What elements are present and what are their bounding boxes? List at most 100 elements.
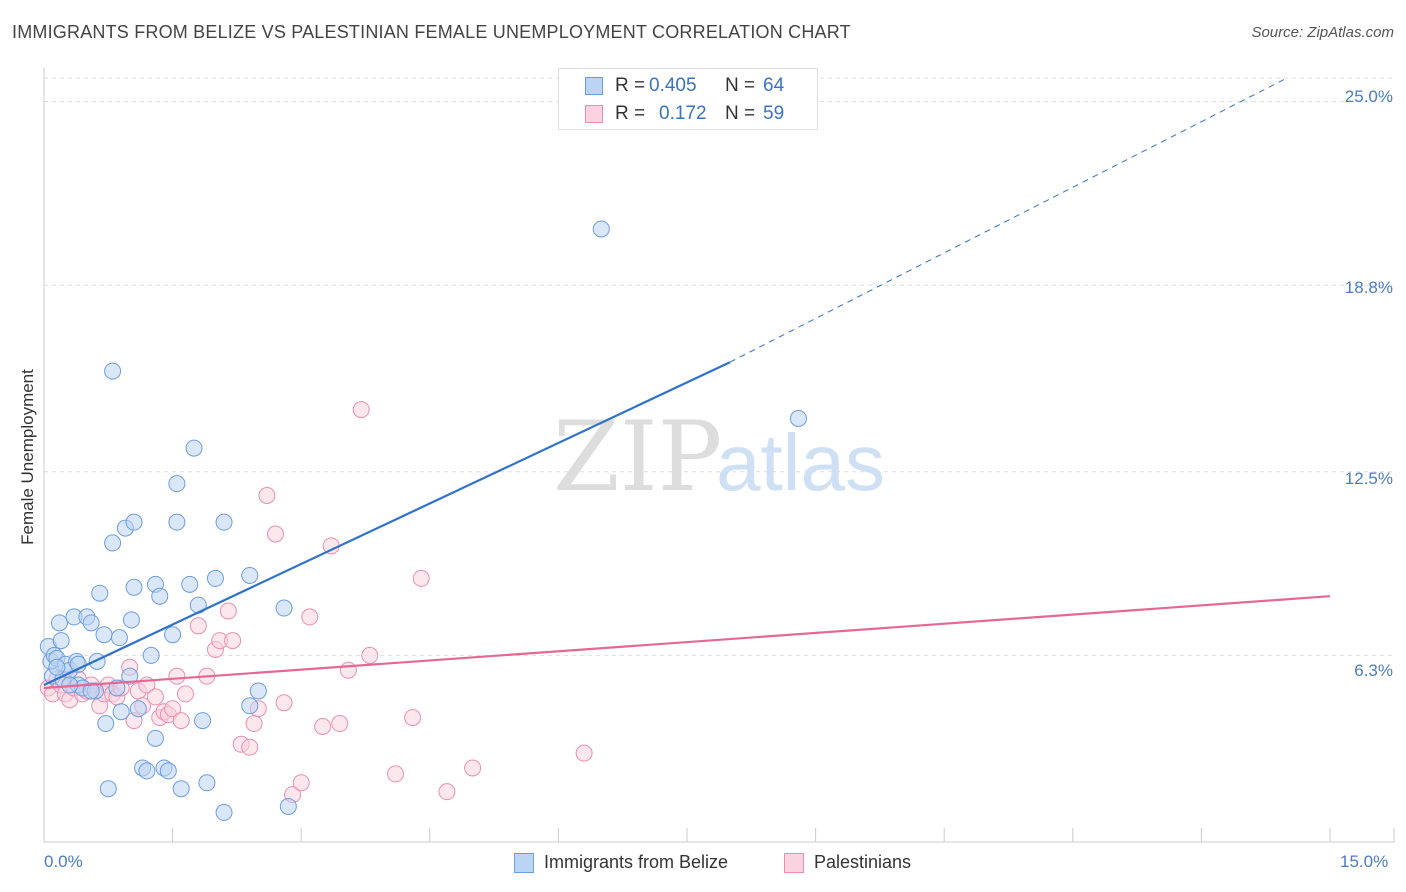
data-point-palestinians <box>575 744 593 762</box>
data-point-belize <box>125 578 143 596</box>
legend-row-palestinians: R = 0.172 N = 59 <box>585 102 784 126</box>
chart-title: IMMIGRANTS FROM BELIZE VS PALESTINIAN FE… <box>12 22 851 42</box>
data-point-belize <box>82 682 100 700</box>
data-point-palestinians <box>189 617 207 635</box>
data-point-belize <box>592 220 610 238</box>
trendline-palestinians <box>43 595 1331 690</box>
bottom-legend-label: Immigrants from Belize <box>544 852 729 872</box>
legend-row-belize: R = 0.405 N = 64 <box>585 74 784 98</box>
data-point-palestinians <box>352 401 370 419</box>
data-point-palestinians <box>241 738 259 756</box>
data-point-palestinians <box>412 569 430 587</box>
data-point-belize <box>198 774 216 792</box>
data-point-belize <box>125 513 143 531</box>
data-point-belize <box>215 513 233 531</box>
bottom-legend-palestinians: Palestinians <box>784 852 911 873</box>
trendline-belize <box>43 361 731 687</box>
legend-r-label: R = <box>615 103 646 124</box>
watermark-atlas: atlas <box>716 418 885 507</box>
data-point-palestinians <box>146 688 164 706</box>
data-point-belize <box>168 513 186 531</box>
data-point-belize <box>50 614 68 632</box>
data-point-belize <box>168 475 186 493</box>
data-point-belize <box>159 762 177 780</box>
data-point-belize <box>215 803 233 821</box>
source-credit: Source: ZipAtlas.com <box>1251 24 1394 41</box>
data-point-belize <box>249 682 267 700</box>
bottom-legend-belize: Immigrants from Belize <box>514 852 728 873</box>
data-point-belize <box>104 534 122 552</box>
data-point-palestinians <box>301 608 319 626</box>
data-point-belize <box>241 566 259 584</box>
data-point-palestinians <box>275 694 293 712</box>
x-tick-label: 15.0% <box>1340 852 1389 871</box>
data-point-palestinians <box>224 632 242 650</box>
data-point-belize <box>172 780 190 798</box>
data-point-belize <box>122 611 140 629</box>
data-point-palestinians <box>176 685 194 703</box>
data-point-belize <box>97 715 115 733</box>
data-point-palestinians <box>404 709 422 727</box>
data-point-belize <box>129 700 147 718</box>
data-point-palestinians <box>168 667 186 685</box>
data-point-palestinians <box>258 487 276 504</box>
data-point-palestinians <box>292 774 310 792</box>
data-point-belize <box>88 652 106 670</box>
data-point-belize <box>95 626 113 644</box>
data-point-palestinians <box>361 646 379 664</box>
data-point-belize <box>138 762 156 780</box>
y-tick-label: 12.5% <box>1344 469 1393 488</box>
bottom-legend-label: Palestinians <box>814 852 912 872</box>
data-point-belize <box>194 712 212 730</box>
bottom-legend-swatch-blue <box>514 852 534 873</box>
legend-n-value: 64 <box>763 75 785 96</box>
data-point-belize <box>151 587 169 605</box>
legend-r-value: 0.405 <box>649 75 697 96</box>
y-tick-label: 6.3% <box>1354 661 1393 680</box>
legend-n-value: 59 <box>763 103 785 124</box>
watermark-zip: ZIP <box>553 401 722 513</box>
data-point-belize <box>279 797 297 815</box>
data-point-palestinians <box>164 700 182 718</box>
x-tick-label: 0.0% <box>44 852 83 871</box>
data-point-belize <box>181 575 199 593</box>
data-point-belize <box>99 780 117 798</box>
data-point-belize <box>185 439 203 457</box>
data-point-belize <box>104 362 122 380</box>
y-tick-label: 18.8% <box>1344 278 1393 297</box>
data-point-belize <box>121 667 139 685</box>
data-point-belize <box>789 410 807 427</box>
data-point-belize <box>275 599 293 617</box>
data-point-belize <box>112 703 130 721</box>
legend-swatch-pink <box>585 105 603 123</box>
data-point-belize <box>206 569 224 587</box>
data-point-palestinians <box>331 715 349 733</box>
data-point-palestinians <box>314 718 332 735</box>
data-point-palestinians <box>266 525 284 543</box>
data-point-belize <box>142 646 160 664</box>
correlation-legend: R = 0.405 N = 64 R = 0.172 N = 59 <box>558 68 818 130</box>
legend-n-label: N = <box>725 75 756 96</box>
legend-r-label: R = <box>615 75 646 96</box>
data-point-belize <box>82 614 100 632</box>
data-point-belize <box>52 632 70 650</box>
data-point-belize <box>164 626 182 644</box>
data-point-palestinians <box>339 661 357 679</box>
data-point-palestinians <box>219 602 237 620</box>
data-point-belize <box>91 584 109 602</box>
data-point-palestinians <box>464 759 482 777</box>
data-point-palestinians <box>438 783 456 801</box>
data-point-palestinians <box>245 715 263 733</box>
data-point-belize <box>241 697 259 715</box>
bottom-legend-swatch-pink <box>784 852 804 873</box>
data-point-belize <box>110 629 128 647</box>
data-point-belize <box>48 658 66 676</box>
y-tick-label: 25.0% <box>1344 87 1393 106</box>
data-point-palestinians <box>172 712 190 730</box>
legend-n-label: N = <box>725 103 756 124</box>
data-point-palestinians <box>387 765 405 783</box>
legend-r-value: 0.172 <box>659 103 707 124</box>
trendline-belize-extension <box>729 77 1288 363</box>
legend-swatch-blue <box>585 77 603 95</box>
